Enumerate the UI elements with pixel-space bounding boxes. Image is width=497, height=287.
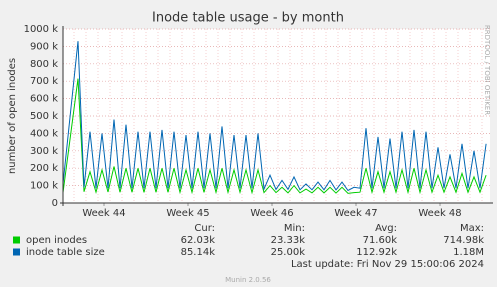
legend-value: 62.03k [181,235,216,246]
chart-title: Inode table usage - by month [152,11,344,26]
x-tick-label: Week 48 [418,208,461,219]
x-tick-label: Week 46 [250,208,293,219]
legend-header: Avg: [375,223,397,234]
legend-value: 85.14k [181,247,216,258]
legend-value: 112.92k [356,247,397,258]
y-tick-label: 300 k [30,146,58,157]
y-tick-label: 400 k [30,128,58,139]
legend-header: Max: [460,223,484,234]
legend-value: 1.18M [453,247,484,258]
x-tick-label: Week 44 [82,208,125,219]
series-line [62,78,487,195]
legend-swatch [13,236,20,244]
legend-header: Min: [284,223,305,234]
y-tick-label: 0 [52,198,58,209]
legend-swatch [13,248,20,256]
legend-label: inode table size [26,247,105,258]
y-tick-label: 1000 k [24,24,59,35]
side-label: RRDTOOL / TOBI OETIKER [483,25,491,115]
legend-value: 23.33k [271,235,306,246]
legend-value: 25.00k [271,247,306,258]
y-tick-label: 900 k [30,41,58,52]
series-line [62,41,487,192]
y-tick-label: 500 k [30,111,58,122]
last-update: Last update: Fri Nov 29 15:00:06 2024 [291,259,484,270]
legend-header: Cur: [194,223,215,234]
y-tick-label: 600 k [30,94,58,105]
y-tick-label: 200 k [30,163,58,174]
x-tick-label: Week 45 [166,208,209,219]
footer: Munin 2.0.56 [225,276,271,284]
x-tick-label: Week 47 [334,208,377,219]
y-tick-label: 800 k [30,59,58,70]
y-axis-label: number of open inodes [7,58,18,174]
legend-value: 71.60k [363,235,398,246]
y-tick-label: 100 k [30,181,58,192]
legend-value: 714.98k [443,235,484,246]
legend-label: open inodes [26,235,87,246]
y-tick-label: 700 k [30,76,58,87]
